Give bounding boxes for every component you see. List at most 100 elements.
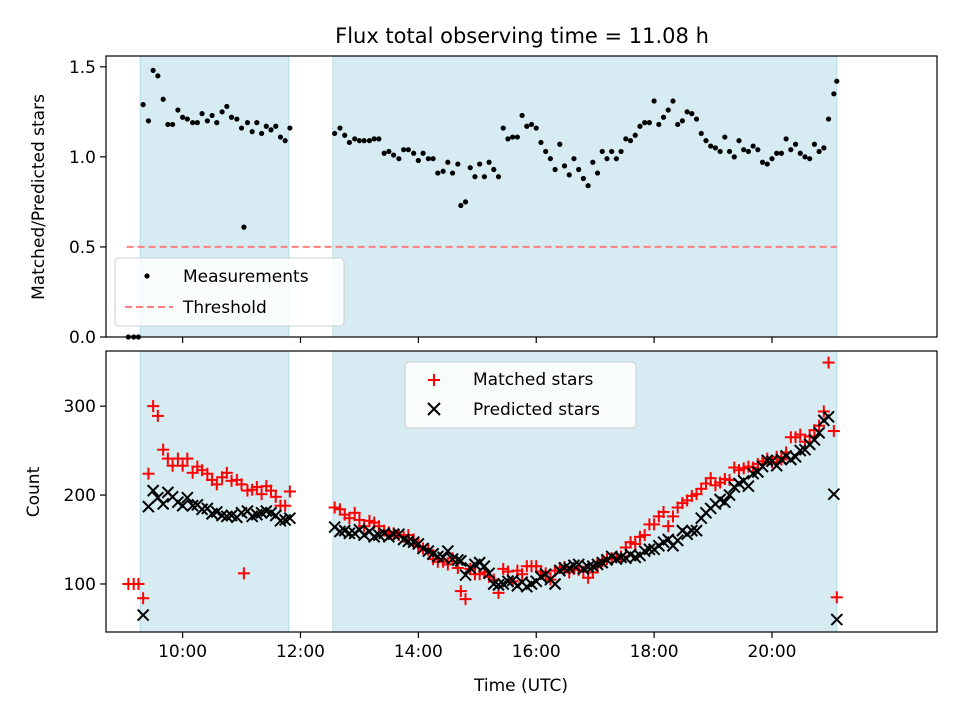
predicted-stars-point-b: [501, 575, 515, 588]
matched-stars-legend-marker: [428, 374, 440, 386]
predicted-stars-point-b: [264, 506, 278, 520]
predicted-stars-point: [822, 410, 835, 424]
predicted-stars-point: [770, 459, 783, 472]
matched-stars-point: [666, 510, 679, 523]
measurements-point: [287, 125, 293, 131]
measurements-point: [831, 91, 837, 97]
measurements-point: [552, 166, 558, 173]
predicted-stars-point-b: [742, 479, 755, 493]
predicted-stars-point-b: [402, 535, 415, 548]
top-plot-frame: [105, 55, 938, 338]
bottom-legend-box: [404, 361, 637, 429]
measurements-point: [642, 120, 648, 126]
measurements-point: [561, 163, 568, 169]
measurements-point: [238, 125, 245, 131]
matched-stars-point: [454, 585, 467, 598]
measurements-point: [391, 152, 397, 158]
predicted-stars-point: [690, 524, 703, 537]
measurements-point: [604, 156, 610, 162]
predicted-stars-point-b: [454, 554, 468, 568]
measurements-point: [807, 156, 813, 162]
predicted-stars-point-b: [186, 499, 199, 512]
measurements-point: [160, 96, 166, 102]
predicted-stars-point-b: [151, 491, 165, 504]
measurements-legend-label: Measurements: [183, 267, 309, 287]
matched-stars-point: [348, 506, 361, 519]
measurements-point: [618, 148, 624, 155]
predicted-stars-point: [567, 559, 581, 572]
matched-stars-point: [166, 459, 179, 472]
measurements-point: [834, 78, 840, 84]
predicted-stars-point-b: [482, 567, 496, 580]
measurements-point: [656, 121, 662, 128]
predicted-stars-point: [333, 525, 347, 538]
measurements-point: [759, 159, 766, 165]
predicted-stars-point-b: [156, 497, 170, 511]
predicted-stars-point-b: [422, 544, 435, 558]
predicted-stars-point: [459, 568, 472, 582]
measurements-point: [244, 120, 251, 126]
measurements-point: [689, 111, 695, 117]
top-y-axis-label: Matched/Predicted stars: [29, 94, 49, 300]
predicted-stars-point: [581, 560, 595, 574]
measurements-point: [420, 150, 426, 156]
measurements-point: [538, 139, 544, 146]
matched-stars-point: [723, 473, 736, 486]
matched-stars-point: [283, 485, 296, 498]
predicted-stars-point-b: [146, 484, 160, 497]
predicted-stars-point: [441, 544, 455, 558]
measurements-point: [528, 121, 535, 128]
predicted-stars-point-b: [283, 511, 297, 525]
matched-stars-point: [827, 425, 840, 438]
measurements-point: [675, 121, 681, 128]
measurements-point: [445, 159, 451, 165]
measurements-legend-marker: [144, 273, 150, 279]
measurements-point: [717, 148, 723, 155]
measurements-point: [703, 138, 709, 144]
predicted-stars-point-b: [333, 525, 347, 538]
top-panel-ratio: 0.0 0.5 1.0 1.5 Matched/Predicted stars Mea…: [29, 55, 938, 348]
predicted-stars-point: [794, 444, 807, 457]
matched-stars-point: [328, 501, 341, 514]
measurements-point: [708, 143, 714, 149]
measurements-point: [576, 166, 582, 173]
measurements-point: [346, 139, 353, 146]
predicted-stars-point-b: [492, 578, 505, 592]
predicted-stars-point-b: [397, 533, 410, 546]
predicted-stars-point-b: [671, 534, 684, 547]
predicted-stars-point-b: [827, 487, 841, 501]
measurements-point: [580, 175, 586, 182]
predicted-stars-point-b: [343, 527, 356, 540]
matched-stars-point: [830, 591, 843, 604]
measurements-point: [774, 150, 780, 156]
predicted-stars-point: [643, 543, 656, 556]
measurements-point: [533, 125, 539, 131]
measurements-point: [425, 156, 431, 162]
predicted-stars-point: [357, 528, 371, 542]
predicted-stars-point: [548, 577, 562, 591]
measurements-point: [254, 120, 260, 126]
measurements-point: [430, 156, 436, 162]
measurements-point: [462, 199, 469, 205]
predicted-stars-point-b: [215, 509, 229, 522]
predicted-stars-point-b: [451, 553, 465, 567]
predicted-stars-point: [343, 527, 356, 540]
measurements-point: [415, 157, 421, 164]
measurements-point: [566, 172, 572, 178]
predicted-stars-point: [742, 479, 755, 493]
predicted-stars-point-b: [756, 460, 769, 473]
predicted-stars-point-b: [459, 568, 472, 582]
matched-stars-point: [516, 568, 529, 581]
matched-stars-point: [662, 520, 675, 533]
predicted-stars-point-b: [643, 543, 656, 556]
matched-stars-point: [237, 567, 250, 580]
measurements-point: [750, 143, 756, 149]
matched-stars-point: [147, 400, 160, 413]
measurements-point: [495, 174, 502, 180]
measurements-point: [821, 145, 827, 151]
top-y-tick-label: 0.5: [69, 238, 96, 258]
measurements-point: [190, 120, 196, 126]
measurements-point: [755, 147, 761, 153]
measurements-point: [175, 107, 181, 113]
